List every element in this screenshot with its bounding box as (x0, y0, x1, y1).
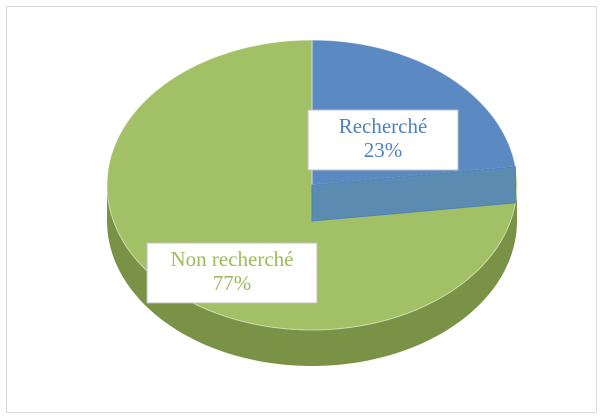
data-label-value: 77% (213, 271, 252, 295)
data-label-value: 23% (364, 138, 403, 162)
data-label-category: Non recherché (170, 247, 293, 271)
slice-side (107, 185, 517, 366)
data-label-box (146, 242, 318, 304)
data-label-category: Recherché (339, 114, 428, 138)
slice-cut (311, 166, 516, 222)
data-label-box (307, 109, 459, 171)
